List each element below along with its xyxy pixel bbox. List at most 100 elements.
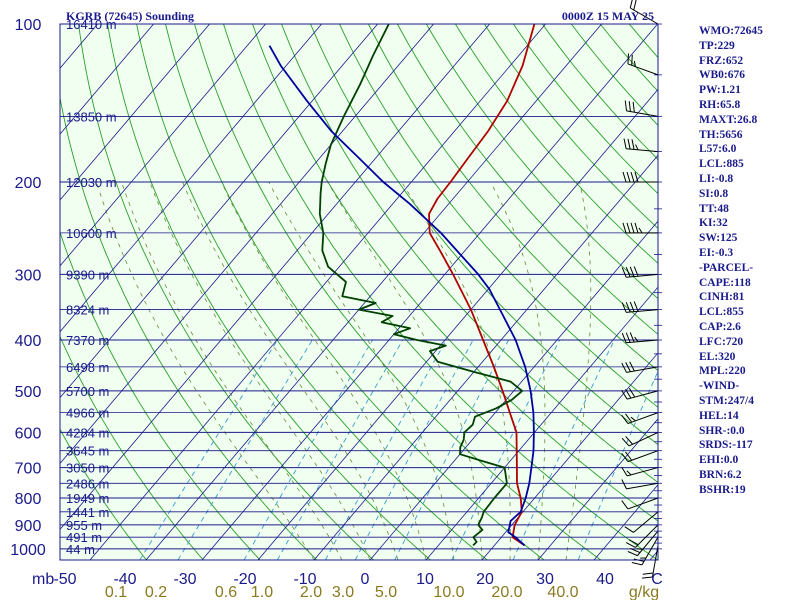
dry-adiabat xyxy=(60,95,318,560)
index-item: KI:32 xyxy=(699,217,728,230)
height-label: 955 m xyxy=(66,518,102,533)
pressure-tick-label: 200 xyxy=(15,175,42,192)
isotherm xyxy=(89,24,546,560)
moist-adiabat xyxy=(327,181,483,560)
index-item: SW:125 xyxy=(699,232,738,245)
wind-barb xyxy=(627,530,659,557)
wind-barb xyxy=(624,100,659,117)
moist-adiabat xyxy=(182,181,399,560)
temp-tick-label: -30 xyxy=(173,571,196,588)
station-title: KGRB (72645) Sounding xyxy=(66,9,194,23)
wind-barb xyxy=(625,524,659,548)
index-item: SI:0.8 xyxy=(699,187,729,200)
index-item: MAXT:26.8 xyxy=(699,113,758,126)
height-label: 7370 m xyxy=(66,333,109,348)
mixing-ratio-line xyxy=(243,339,373,560)
isotherm xyxy=(60,24,210,201)
wind-barb xyxy=(621,466,659,477)
height-label: 6498 m xyxy=(66,360,109,375)
height-label: 13850 m xyxy=(66,109,117,124)
dry-adiabat xyxy=(426,24,658,300)
moist-adiabat xyxy=(96,181,315,560)
index-item: WMO:72645 xyxy=(699,25,763,37)
parcel-line xyxy=(268,45,535,547)
isotherm xyxy=(313,154,658,560)
height-label: 10600 m xyxy=(66,226,117,241)
mixing-ratio-label: 10.0 xyxy=(433,584,464,600)
moist-adiabat xyxy=(490,181,546,560)
pressure-tick-label: 400 xyxy=(15,333,42,350)
pressure-tick-label: 800 xyxy=(15,491,42,508)
dry-adiabat xyxy=(455,24,658,264)
height-label: 491 m xyxy=(66,530,102,545)
plot-frame xyxy=(59,23,659,561)
index-item: PW:1.21 xyxy=(699,84,741,97)
pressure-tick-label: 600 xyxy=(15,425,42,442)
pressure-tick-label: 500 xyxy=(15,384,42,401)
mixing-ratio-line xyxy=(139,339,278,560)
height-label: 5700 m xyxy=(66,384,109,399)
temp-tick-label: 20 xyxy=(476,571,494,588)
mixing-ratio-line xyxy=(577,370,658,560)
wind-barb xyxy=(621,412,659,425)
pressure-tick-label: 1000 xyxy=(10,542,46,559)
mixing-ratio-label: 2.0 xyxy=(300,584,322,600)
height-label: 8324 m xyxy=(66,303,109,318)
dry-adiabat xyxy=(60,428,147,560)
pressure-unit: mb xyxy=(32,571,54,588)
index-item: WB0:676 xyxy=(699,69,745,82)
mixing-ratio-line xyxy=(325,339,447,560)
height-label: 9390 m xyxy=(66,267,109,282)
index-item: TP:229 xyxy=(699,39,735,52)
mixing-ratio-label: 20.0 xyxy=(491,584,522,600)
mixing-ratio-label: 1.0 xyxy=(251,584,273,600)
mixing-ratio-line xyxy=(354,339,474,560)
temp-tick-label: 30 xyxy=(536,571,554,588)
mixing-ratio-line xyxy=(512,339,615,560)
index-item: SRDS:-117 xyxy=(699,439,753,452)
isotherm xyxy=(537,418,658,560)
pressure-tick-label: 300 xyxy=(15,267,42,284)
index-item: CAPE:118 xyxy=(699,276,751,289)
isotherm xyxy=(60,24,378,399)
index-item: CINH:81 xyxy=(699,291,745,304)
wind-barbs xyxy=(621,0,662,579)
wind-barb xyxy=(622,222,658,234)
mixing-ratio-label: 5.0 xyxy=(375,584,397,600)
index-item: STM:247/4 xyxy=(699,394,754,407)
dry-adiabat xyxy=(107,24,431,560)
mixing-ratio-line xyxy=(177,339,313,560)
indices-panel: WMO:72645 TP:229 FRZ:652 WB0:676 PW:1.21 RH:6… xyxy=(699,24,799,498)
wind-barb xyxy=(621,431,659,447)
isotherm xyxy=(145,24,602,560)
height-label: 3645 m xyxy=(66,444,109,459)
index-item: -PARCEL- xyxy=(699,261,754,274)
temperature-line xyxy=(428,24,536,547)
index-item: TT:48 xyxy=(699,202,729,215)
profiles xyxy=(268,24,536,547)
index-item: LCL:885 xyxy=(699,158,744,171)
temp-tick-label: -40 xyxy=(113,571,136,588)
moist-adiabat xyxy=(268,181,455,560)
temp-tick-label: 40 xyxy=(596,571,614,588)
dry-adiabat xyxy=(136,24,488,560)
height-label: 4966 m xyxy=(66,406,109,421)
index-item: FRZ:652 xyxy=(699,54,744,67)
dry-adiabat xyxy=(60,335,204,560)
height-label: 2486 m xyxy=(66,476,109,491)
index-item: LFC:720 xyxy=(699,335,744,348)
mixing-ratio-label: 0.1 xyxy=(105,584,127,600)
moist-adiabat xyxy=(401,181,511,560)
pressure-tick-label: 900 xyxy=(15,518,42,535)
mixing-ratio-label: 0.2 xyxy=(145,584,167,600)
moist-adiabat xyxy=(149,181,371,560)
isotherm xyxy=(60,24,322,333)
mixing-ratio-unit: g/kg xyxy=(629,584,659,600)
temp-tick-label: -50 xyxy=(53,571,76,588)
temp-tick-label: 10 xyxy=(416,571,434,588)
temp-unit: C xyxy=(651,571,663,588)
dry-adiabat xyxy=(194,24,602,560)
index-item: LCL:855 xyxy=(699,306,744,319)
index-item: EL:320 xyxy=(699,350,736,363)
